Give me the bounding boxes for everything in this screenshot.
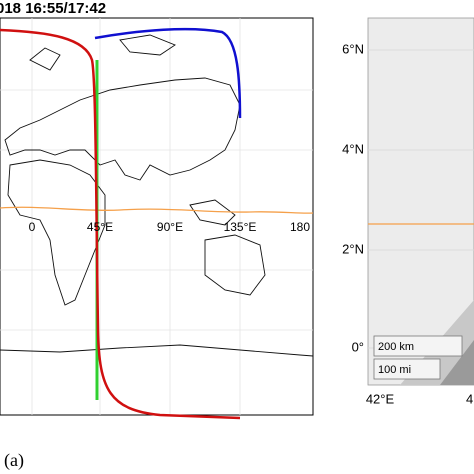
- lon-labels: 0 45°E 90°E 135°E 180: [29, 220, 311, 234]
- lat-label: 4°N: [342, 141, 364, 156]
- map-frame: [0, 17, 314, 416]
- lon-label: 0: [29, 220, 36, 234]
- lon-label: 90°E: [157, 220, 183, 234]
- trajectory-red: [0, 28, 241, 420]
- scale-label: 200 km: [378, 341, 414, 353]
- lat-labels: 6°N 4°N 2°N 0°: [342, 41, 364, 354]
- scale-bar-mi: [373, 358, 441, 380]
- lon-label: 180: [290, 220, 310, 234]
- inset-land-dark: [440, 340, 474, 385]
- orbit-track: [0, 206, 314, 214]
- lon-label: 42°E: [366, 391, 395, 406]
- lon-label: 135°E: [224, 220, 257, 234]
- trajectory-blue: [94, 27, 242, 119]
- lat-label: 2°N: [342, 241, 364, 256]
- lon-label: 45°E: [87, 220, 113, 234]
- scale-label: 100 mi: [378, 364, 411, 376]
- caption: (a): [4, 450, 24, 471]
- map-title: 018 16:55/17:42: [0, 0, 106, 17]
- lon-label: 4: [466, 391, 473, 406]
- scale-bar-km: [373, 335, 463, 357]
- coastlines: [0, 34, 314, 357]
- lat-label: 0°: [352, 339, 364, 354]
- lat-label: 6°N: [342, 41, 364, 56]
